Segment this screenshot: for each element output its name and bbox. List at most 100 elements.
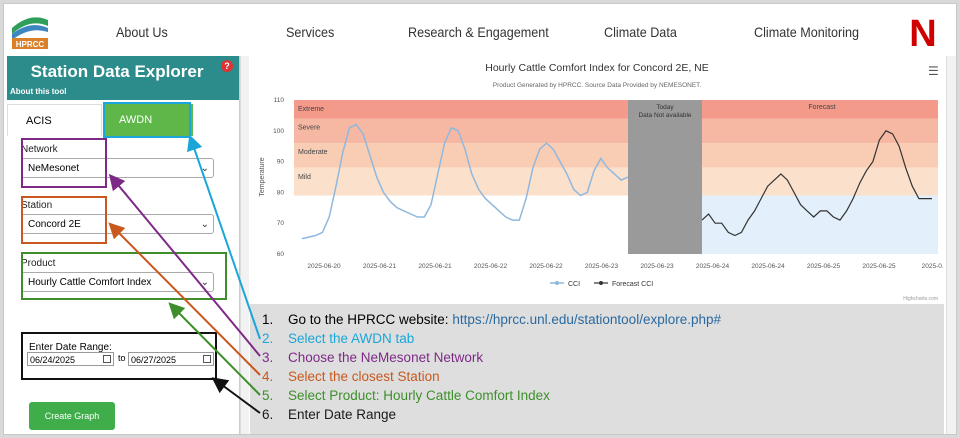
network-field: Network NeMesonet ⌄: [21, 144, 219, 178]
chevron-down-icon: ⌄: [200, 277, 209, 288]
today-unavailable-column: [628, 100, 702, 254]
hazard-band: [294, 100, 938, 119]
logo-text: HPRCC: [16, 40, 45, 49]
sidebar-title: Station Data Explorer: [30, 62, 204, 81]
legend-cci-marker: [555, 281, 559, 285]
hprcc-logo[interactable]: HPRCC: [10, 10, 50, 50]
create-graph-button[interactable]: Create Graph: [29, 402, 115, 430]
product-label: Product: [21, 258, 56, 269]
start-date-input[interactable]: 06/24/2025: [27, 352, 114, 366]
calendar-icon[interactable]: [103, 355, 111, 363]
band-label: Mild: [298, 174, 311, 181]
x-tick-label: 2025-06-22: [474, 263, 508, 270]
y-tick-label: 70: [277, 220, 285, 227]
about-tool-link[interactable]: About this tool: [10, 87, 67, 96]
browser-frame: HPRCC About Us Services Research & Engag…: [3, 3, 957, 435]
step-number: 2.: [262, 331, 274, 346]
help-icon[interactable]: ?: [221, 60, 233, 72]
step-text: Select Product: Hourly Cattle Comfort In…: [288, 388, 550, 403]
step-text: Go to the HPRCC website:: [288, 312, 453, 327]
legend-forecast-label: Forecast CCI: [612, 281, 653, 288]
nebraska-n-logo[interactable]: N: [902, 12, 944, 52]
instruction-step-6: 6. Enter Date Range: [262, 407, 396, 422]
product-select[interactable]: Hourly Cattle Comfort Index ⌄: [21, 272, 214, 292]
forecast-label: Forecast: [808, 104, 835, 111]
y-axis-label: Temperature: [259, 157, 266, 196]
highcharts-credit: Highcharts.com: [903, 296, 938, 302]
instruction-step-3: 3. Choose the NeMesonet Network: [262, 350, 483, 365]
chevron-down-icon: ⌄: [200, 219, 209, 230]
station-value: Concord 2E: [28, 219, 81, 230]
today-sublabel: Data Not available: [638, 112, 691, 119]
step-text: Enter Date Range: [288, 407, 397, 422]
x-tick-label: 2025-0...: [922, 263, 944, 270]
sidebar-scrollbar[interactable]: [240, 56, 249, 434]
hprcc-url-link[interactable]: https://hprcc.unl.edu/stationtool/explor…: [452, 312, 722, 327]
forecast-cci-series-line: [701, 130, 932, 237]
product-field: Product Hourly Cattle Comfort Index ⌄: [21, 258, 219, 292]
y-tick-label: 90: [277, 159, 285, 166]
hazard-band: [294, 118, 938, 144]
step-text: Choose the NeMesonet Network: [288, 350, 484, 365]
product-value: Hourly Cattle Comfort Index: [28, 277, 152, 288]
x-tick-label: 2025-06-22: [529, 263, 563, 270]
start-date-value: 06/24/2025: [30, 355, 76, 365]
y-tick-label: 80: [277, 189, 285, 196]
nav-services[interactable]: Services: [286, 24, 335, 40]
band-label: Extreme: [298, 106, 324, 113]
end-date-value: 06/27/2025: [131, 355, 177, 365]
band-label: Moderate: [298, 149, 328, 156]
network-value: NeMesonet: [28, 163, 80, 174]
main-scrollbar[interactable]: [946, 56, 956, 434]
x-tick-label: 2025-06-25: [862, 263, 896, 270]
hazard-band: [294, 143, 938, 168]
step-number: 4.: [262, 369, 274, 384]
legend-cci-label: CCI: [568, 281, 580, 288]
date-to-label: to: [118, 353, 126, 363]
x-tick-label: 2025-06-25: [807, 263, 841, 270]
brand-mark-text: N: [909, 13, 936, 52]
band-label: Severe: [298, 124, 320, 131]
station-label: Station: [21, 200, 53, 211]
x-tick-label: 2025-06-20: [307, 263, 341, 270]
instruction-step-5: 5. Select Product: Hourly Cattle Comfort …: [262, 388, 550, 403]
instruction-step-4: 4. Select the closest Station: [262, 369, 440, 384]
nav-climate-data[interactable]: Climate Data: [604, 24, 677, 40]
step-text: Select the AWDN tab: [288, 331, 415, 346]
legend-forecast-marker: [599, 281, 603, 285]
tab-acis[interactable]: ACIS: [7, 104, 102, 136]
tab-awdn[interactable]: AWDN: [105, 104, 193, 136]
calendar-icon[interactable]: [203, 355, 211, 363]
x-tick-label: 2025-06-23: [585, 263, 619, 270]
instruction-step-2: 2. Select the AWDN tab: [262, 331, 414, 346]
nav-climate-monitoring[interactable]: Climate Monitoring: [754, 24, 860, 40]
chevron-down-icon: ⌄: [200, 163, 209, 174]
network-select[interactable]: NeMesonet ⌄: [21, 158, 214, 178]
top-nav: HPRCC About Us Services Research & Engag…: [4, 4, 956, 57]
hamburger-menu-icon[interactable]: ☰: [928, 64, 939, 78]
y-tick-label: 100: [273, 128, 284, 135]
x-tick-label: 2025-06-24: [751, 263, 785, 270]
sidebar-header: Station Data Explorer About this tool ?: [7, 56, 239, 100]
x-tick-label: 2025-06-21: [363, 263, 397, 270]
station-field: Station Concord 2E ⌄: [21, 200, 219, 234]
x-tick-label: 2025-06-21: [418, 263, 452, 270]
network-label: Network: [21, 144, 58, 155]
nav-research-engagement[interactable]: Research & Engagement: [408, 24, 549, 40]
step-number: 1.: [262, 312, 274, 327]
nav-about-us[interactable]: About Us: [116, 24, 168, 40]
sidebar: Station Data Explorer About this tool ? …: [7, 56, 240, 434]
step-number: 6.: [262, 407, 274, 422]
station-select[interactable]: Concord 2E ⌄: [21, 214, 214, 234]
y-tick-label: 110: [274, 97, 285, 104]
step-number: 3.: [262, 350, 274, 365]
chart-panel: Hourly Cattle Comfort Index for Concord …: [250, 56, 944, 302]
forecast-background: [702, 195, 938, 254]
end-date-input[interactable]: 06/27/2025: [128, 352, 214, 366]
cci-series-line: [301, 123, 629, 240]
instruction-step-1: 1. Go to the HPRCC website: https://hprcc…: [262, 312, 721, 327]
chart-title: Hourly Cattle Comfort Index for Concord …: [485, 62, 709, 74]
y-tick-label: 60: [277, 251, 285, 258]
today-label: Today: [656, 104, 674, 111]
